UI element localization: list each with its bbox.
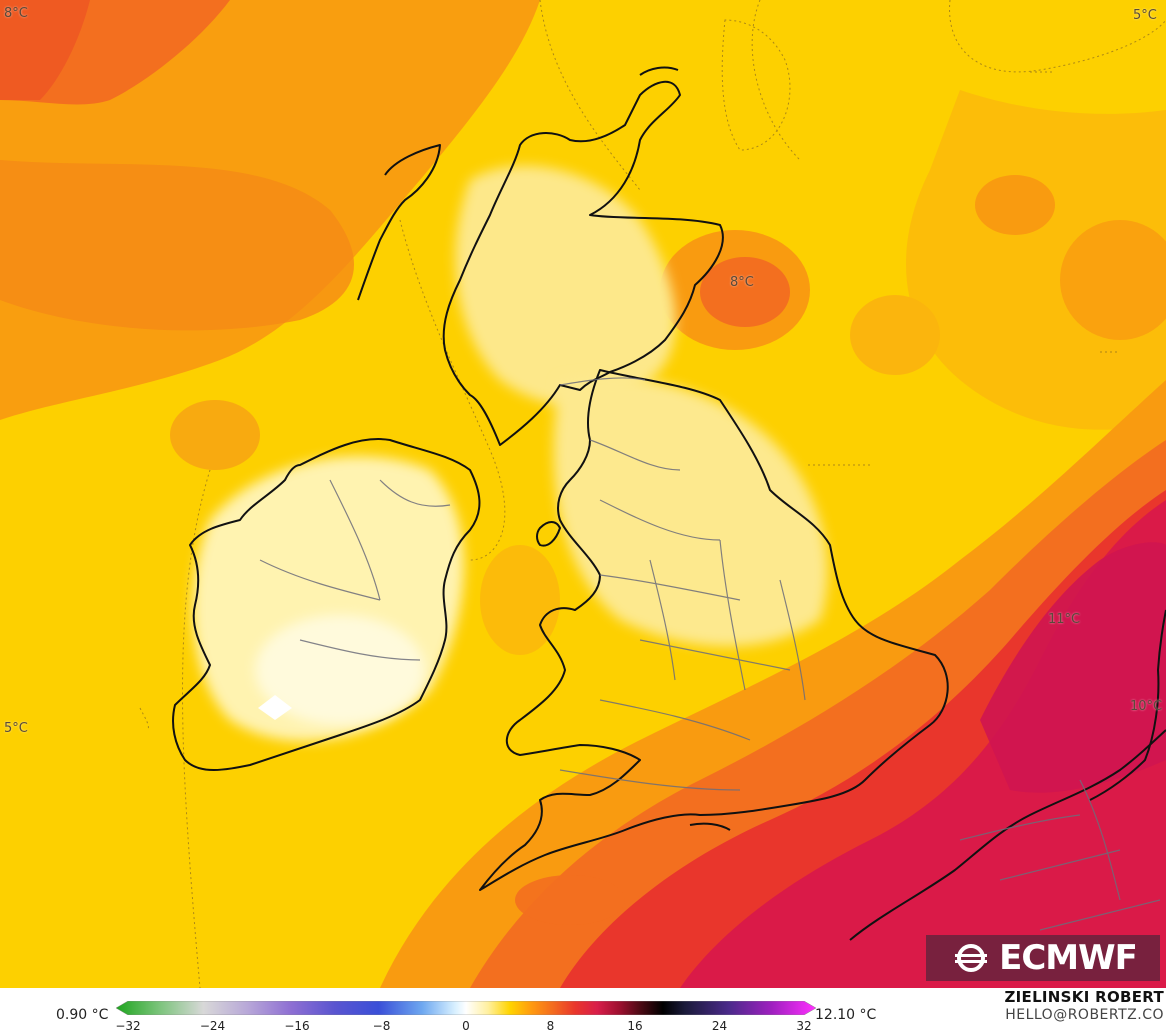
isle-of-wight <box>689 822 731 831</box>
orkney <box>639 66 679 76</box>
map-canvas <box>0 0 1166 988</box>
nw-hot-core <box>0 0 90 100</box>
colorbar-tick-label: 8 <box>546 1019 555 1033</box>
colorbar-tick-label: −24 <box>199 1019 226 1033</box>
atlantic-warm-patch <box>170 400 260 470</box>
north-sea-warm-inner <box>700 257 790 327</box>
colorbar-tick-label: 0 <box>462 1019 470 1033</box>
white-spot <box>258 695 292 720</box>
colorbar-tick-label: 32 <box>796 1019 812 1033</box>
isle-of-man <box>536 521 561 547</box>
scale-max-label: 12.10 °C <box>815 1007 877 1023</box>
admin-borders <box>259 377 1161 931</box>
colorbar-tick-label: −16 <box>284 1019 310 1033</box>
temp-label-nw: 8°C <box>4 6 28 21</box>
nw-band-2 <box>0 160 354 331</box>
netherlands-coast <box>1089 609 1166 801</box>
ecmwf-logo-text: ECMWF <box>999 938 1138 978</box>
north-sea-patch <box>850 295 940 375</box>
ecmwf-logo: ECMWF <box>926 935 1160 981</box>
ireland-coast <box>172 438 481 771</box>
temperature-map: 8°C 5°C 8°C 5°C 11°C 10°C ECMWF <box>0 0 1166 988</box>
ne-warm-zone <box>906 90 1166 430</box>
isotherm-lines <box>139 0 1166 988</box>
france-hot-core <box>980 542 1166 793</box>
author-name: ZIELINSKI ROBERT <box>1004 988 1164 1006</box>
ireland-palest <box>255 615 425 725</box>
france-coast <box>849 729 1166 941</box>
coastlines <box>172 66 1166 941</box>
scotland-coast <box>442 80 724 446</box>
temp-label-ne: 5°C <box>1133 8 1157 23</box>
scale-min-label: 0.90 °C <box>56 1007 109 1023</box>
author-email: HELLO@ROBERTZ.CO <box>1005 1007 1164 1023</box>
temp-label-atlantic: 5°C <box>4 721 28 736</box>
temp-label-france: 11°C <box>1048 612 1081 627</box>
colorbar-tick-label: 24 <box>711 1019 728 1033</box>
england-coast <box>479 369 949 891</box>
temp-label-north-sea: 8°C <box>730 275 754 290</box>
england-pale <box>553 376 828 647</box>
colorbar-tick-label: −32 <box>115 1019 141 1033</box>
temp-label-belgium: 10°C <box>1130 699 1163 714</box>
colorbar-tick-label: 16 <box>627 1019 643 1033</box>
colorbar <box>116 1001 816 1015</box>
colorbar-tick-label: −8 <box>372 1019 391 1033</box>
colorbar-body <box>116 1001 816 1015</box>
hebrides <box>357 144 441 301</box>
ne-orange-patch <box>975 175 1055 235</box>
ecmwf-mark-icon <box>955 944 988 972</box>
author-credit: ZIELINSKI ROBERT HELLO@ROBERTZ.CO <box>1004 988 1164 1023</box>
scotland-pale <box>455 165 676 407</box>
ne-orange-patch-2 <box>1060 220 1166 340</box>
south-crimson <box>680 500 1166 988</box>
channel-warm <box>515 875 625 925</box>
